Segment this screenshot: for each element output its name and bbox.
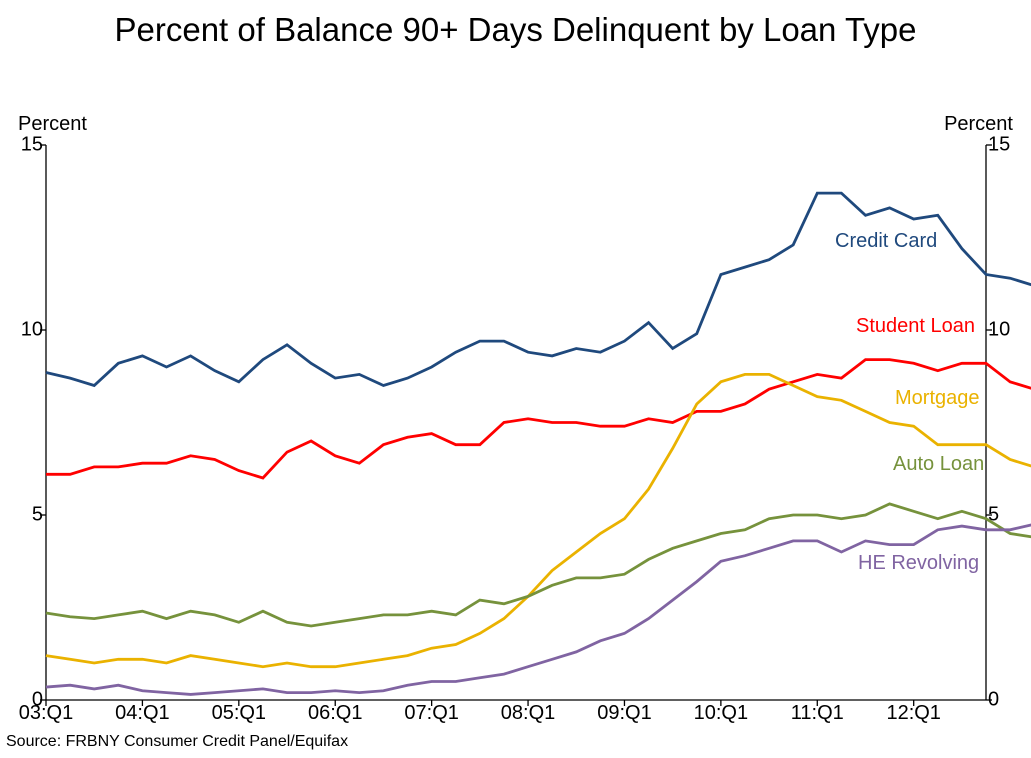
chart-page: Percent of Balance 90+ Days Delinquent b… xyxy=(0,0,1031,758)
x-tick-label: 11:Q1 xyxy=(791,702,844,725)
x-tick-label: 09:Q1 xyxy=(597,702,651,725)
series-label-he-revolving: HE Revolving xyxy=(858,552,979,575)
x-tick-label: 08:Q1 xyxy=(501,702,555,725)
y-tick-label-left: 5 xyxy=(15,504,43,527)
y-tick-label-left: 10 xyxy=(15,319,43,342)
y-tick-label-right: 15 xyxy=(988,134,1016,157)
x-tick-label: 04:Q1 xyxy=(115,702,169,725)
series-line-he-revolving xyxy=(46,515,1031,694)
source-text: Source: FRBNY Consumer Credit Panel/Equi… xyxy=(6,733,348,751)
x-tick-label: 03:Q1 xyxy=(19,702,73,725)
x-tick-label: 05:Q1 xyxy=(212,702,266,725)
plot-area xyxy=(46,145,986,700)
series-label-student-loan: Student Loan xyxy=(856,315,975,338)
series-line-mortgage xyxy=(46,374,1031,666)
x-tick-label: 10:Q1 xyxy=(694,702,748,725)
x-tick-label: 12:Q1 xyxy=(886,702,940,725)
x-tick-label: 07:Q1 xyxy=(404,702,458,725)
series-label-auto-loan: Auto Loan xyxy=(893,453,984,476)
plot-svg xyxy=(46,145,986,700)
y-tick-label-right: 0 xyxy=(988,689,1016,712)
chart-title: Percent of Balance 90+ Days Delinquent b… xyxy=(0,10,1031,50)
y-tick-label-right: 5 xyxy=(988,504,1016,527)
x-tick-label: 06:Q1 xyxy=(308,702,362,725)
series-line-credit-card xyxy=(46,193,1031,385)
y-tick-label-left: 15 xyxy=(15,134,43,157)
y-tick-label-right: 10 xyxy=(988,319,1016,342)
series-label-mortgage: Mortgage xyxy=(895,387,980,410)
series-label-credit-card: Credit Card xyxy=(835,230,937,253)
